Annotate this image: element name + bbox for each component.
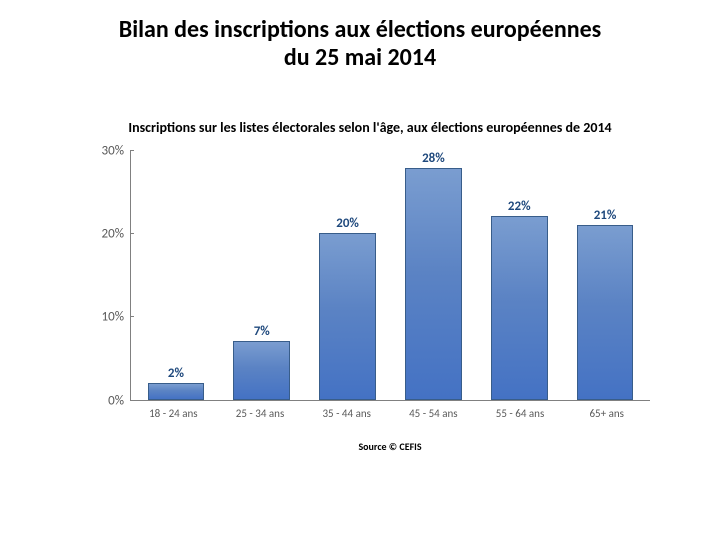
bar-value-label: 2% xyxy=(168,366,184,381)
bar-slot: 7% xyxy=(219,151,305,400)
bar-slot: 22% xyxy=(476,151,562,400)
x-tick-label: 25 - 34 ans xyxy=(217,401,304,420)
bar xyxy=(319,233,376,400)
slide: Bilan des inscriptions aux élections eur… xyxy=(0,0,720,540)
x-tick-label: 45 - 54 ans xyxy=(390,401,477,420)
y-tick-label: 20% xyxy=(102,227,124,242)
bar-value-label: 7% xyxy=(254,324,270,339)
bar xyxy=(491,216,548,399)
chart-source: Source © CEFIS xyxy=(130,440,650,453)
page-title: Bilan des inscriptions aux élections eur… xyxy=(0,16,720,71)
x-tick-label: 18 - 24 ans xyxy=(130,401,217,420)
bar-value-label: 21% xyxy=(594,208,617,223)
plot-row: 0%10%20%30% 2%7%20%28%22%21% xyxy=(90,151,650,401)
bar xyxy=(233,341,290,399)
chart-title: Inscriptions sur les listes électorales … xyxy=(90,120,650,137)
bar xyxy=(405,168,462,400)
chart-container: Inscriptions sur les listes électorales … xyxy=(90,120,650,480)
x-tick-label: 65+ ans xyxy=(563,401,650,420)
x-tick-label: 35 - 44 ans xyxy=(303,401,390,420)
x-tick-label: 55 - 64 ans xyxy=(477,401,564,420)
y-tick-label: 10% xyxy=(102,310,124,325)
bar-value-label: 20% xyxy=(336,216,359,231)
bar-slot: 21% xyxy=(562,151,648,400)
bar-slot: 20% xyxy=(305,151,391,400)
y-tick-label: 0% xyxy=(108,393,124,408)
y-tick-label: 30% xyxy=(102,143,124,158)
y-axis: 0%10%20%30% xyxy=(90,151,130,401)
bar-slot: 28% xyxy=(390,151,476,400)
bar-value-label: 28% xyxy=(422,151,445,166)
bar-slot: 2% xyxy=(133,151,219,400)
bar-value-label: 22% xyxy=(508,199,531,214)
plot-area: 2% 7% 20% 28% 22% 21% xyxy=(130,151,650,401)
x-axis: 18 - 24 ans25 - 34 ans35 - 44 ans45 - 54… xyxy=(130,401,650,420)
bar xyxy=(577,225,634,400)
bar xyxy=(148,383,205,400)
